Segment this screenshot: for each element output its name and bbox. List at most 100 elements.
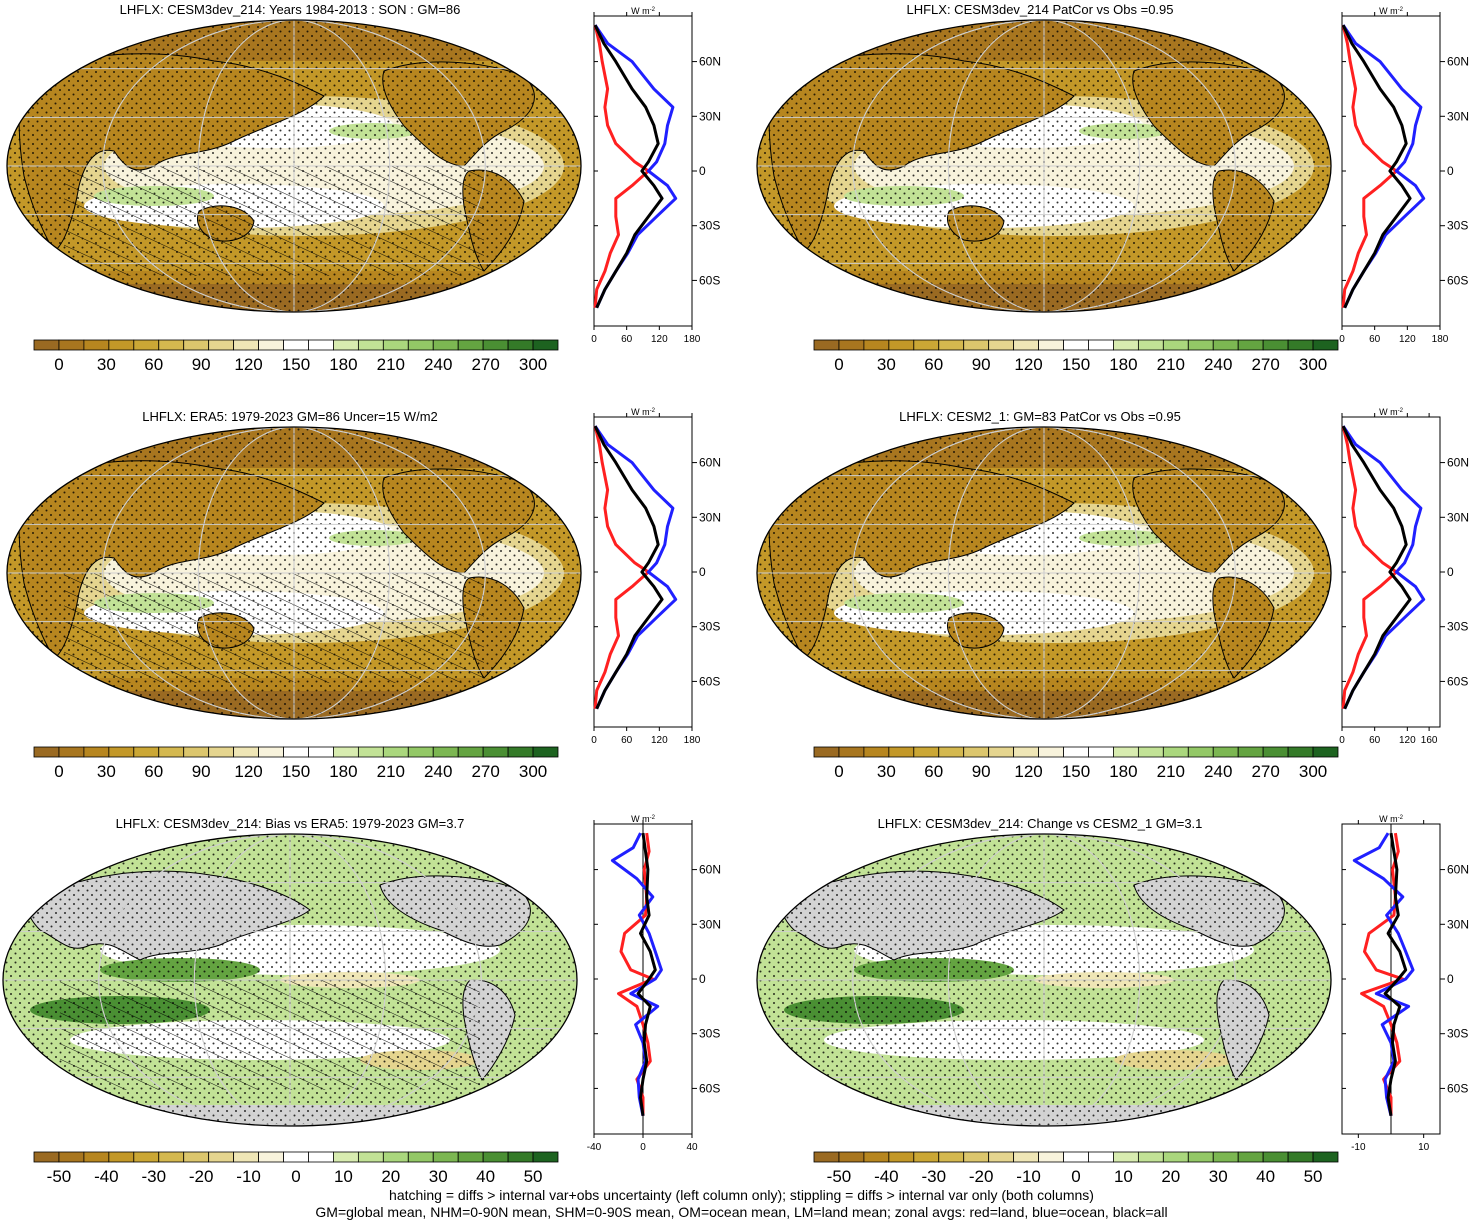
lat-label: 60S bbox=[699, 1081, 720, 1095]
colorbar-swatch bbox=[963, 746, 990, 758]
colorbar-swatch bbox=[507, 1151, 534, 1163]
colorbar-label: 0 bbox=[291, 1167, 300, 1186]
colorbar-swatch bbox=[1312, 339, 1339, 351]
colorbar-label: -40 bbox=[94, 1167, 119, 1186]
colorbar-swatch bbox=[432, 746, 459, 758]
colorbar-swatch bbox=[1262, 1151, 1289, 1163]
colorbar-label: 30 bbox=[877, 762, 896, 781]
zonal-x-tick: 120 bbox=[651, 334, 668, 345]
colorbar-panel-1: 0 30 60 90 120 150 180 210 240 270 300 bbox=[33, 339, 559, 374]
colorbar-swatch bbox=[407, 339, 434, 351]
colorbar-swatch bbox=[838, 746, 865, 758]
colorbar-swatch bbox=[1013, 746, 1039, 758]
colorbar-label: 150 bbox=[282, 355, 310, 374]
colorbar-label: -30 bbox=[141, 1167, 166, 1186]
colorbar-swatch bbox=[1088, 339, 1114, 351]
colorbar-label: 300 bbox=[1299, 355, 1327, 374]
colorbar-swatch bbox=[158, 746, 185, 758]
zonal-x-tick: 180 bbox=[1432, 334, 1449, 345]
colorbar-swatch bbox=[1262, 746, 1289, 758]
zonal-x-tick: 120 bbox=[1399, 735, 1416, 746]
colorbar-swatch bbox=[1113, 746, 1139, 758]
panel-4: LHFLX: CESM2_1: GM=83 PatCor vs Obs =0.9… bbox=[750, 405, 1483, 805]
colorbar-swatch bbox=[457, 1151, 484, 1163]
colorbar-swatch bbox=[183, 746, 210, 758]
lat-label: 30N bbox=[699, 917, 721, 931]
colorbar-swatch bbox=[208, 339, 235, 351]
zonal-x-tick: -40 bbox=[587, 1142, 602, 1153]
colorbar-swatch bbox=[1212, 339, 1239, 351]
zonal-x-tick: 0 bbox=[1339, 334, 1345, 345]
colorbar-swatch bbox=[33, 1151, 60, 1163]
colorbar-label: 210 bbox=[377, 355, 405, 374]
colorbar-label: 120 bbox=[1014, 762, 1042, 781]
colorbar-swatch bbox=[507, 339, 534, 351]
colorbar-label: 210 bbox=[377, 762, 405, 781]
colorbar-swatch bbox=[1113, 1151, 1139, 1163]
colorbar-label: 60 bbox=[144, 762, 163, 781]
panel-1: LHFLX: CESM3dev_214: Years 1984-2013 : S… bbox=[0, 0, 740, 400]
lat-label: 30S bbox=[1447, 620, 1468, 634]
colorbar-swatch bbox=[457, 746, 484, 758]
colorbar-swatch bbox=[532, 339, 559, 351]
colorbar-label: 240 bbox=[1204, 762, 1232, 781]
colorbar-panel-2: 0 30 60 90 120 150 180 210 240 270 300 bbox=[813, 339, 1339, 374]
colorbar-swatch bbox=[1137, 339, 1164, 351]
zonal-x-tick: 0 bbox=[591, 735, 597, 746]
colorbar-label: -20 bbox=[189, 1167, 214, 1186]
map-panel-2 bbox=[756, 19, 1332, 313]
colorbar-label: 240 bbox=[424, 762, 452, 781]
zonal-line-ocean bbox=[1352, 832, 1415, 1117]
colorbar-label: 50 bbox=[1304, 1167, 1323, 1186]
lat-label: 60N bbox=[1447, 456, 1469, 470]
colorbar-swatch bbox=[1187, 746, 1214, 758]
colorbar-label: 120 bbox=[234, 355, 262, 374]
panel-6: LHFLX: CESM3dev_214: Change vs CESM2_1 G… bbox=[750, 812, 1483, 1192]
lat-label: 60S bbox=[1447, 273, 1468, 287]
colorbar-label: -50 bbox=[47, 1167, 72, 1186]
panel-5: LHFLX: CESM3dev_214: Bias vs ERA5: 1979-… bbox=[0, 812, 740, 1192]
colorbar-swatch bbox=[1088, 1151, 1114, 1163]
colorbar-label: 90 bbox=[972, 355, 991, 374]
lat-label: 60S bbox=[1447, 1081, 1468, 1095]
colorbar-swatch bbox=[258, 339, 284, 351]
colorbar-panel-3: 0 30 60 90 120 150 180 210 240 270 300 bbox=[33, 746, 559, 781]
lat-label: 60N bbox=[1447, 55, 1469, 69]
colorbar-swatch bbox=[1137, 1151, 1164, 1163]
colorbar-label: 270 bbox=[471, 355, 499, 374]
colorbar-swatch bbox=[83, 339, 110, 351]
colorbar-label: -10 bbox=[1016, 1167, 1041, 1186]
zonal-x-tick: 0 bbox=[640, 1142, 646, 1153]
colorbar-label: 20 bbox=[1161, 1167, 1180, 1186]
colorbar-label: 150 bbox=[1062, 355, 1090, 374]
lat-label: 0 bbox=[699, 972, 706, 986]
colorbar-swatch bbox=[33, 339, 60, 351]
colorbar-swatch bbox=[1312, 746, 1339, 758]
panel-title: LHFLX: CESM3dev_214 PatCor vs Obs =0.95 bbox=[906, 2, 1174, 17]
colorbar-swatch bbox=[158, 339, 185, 351]
colorbar-swatch bbox=[888, 1151, 915, 1163]
zonal-line-all bbox=[593, 425, 664, 710]
colorbar-swatch bbox=[988, 746, 1015, 758]
colorbar-swatch bbox=[1038, 1151, 1064, 1163]
colorbar-swatch bbox=[1312, 1151, 1339, 1163]
colorbar-swatch bbox=[838, 1151, 865, 1163]
colorbar-swatch bbox=[813, 746, 840, 758]
colorbar-swatch bbox=[988, 1151, 1015, 1163]
colorbar-swatch bbox=[382, 1151, 409, 1163]
colorbar-swatch bbox=[333, 746, 359, 758]
colorbar-label: 150 bbox=[282, 762, 310, 781]
colorbar-swatch bbox=[357, 1151, 384, 1163]
colorbar-label: 0 bbox=[54, 355, 63, 374]
colorbar-label: 60 bbox=[924, 355, 943, 374]
colorbar-swatch bbox=[283, 1151, 309, 1163]
zonal-line-all bbox=[593, 24, 664, 309]
colorbar-label: -50 bbox=[827, 1167, 852, 1186]
colorbar-swatch bbox=[1187, 1151, 1214, 1163]
colorbar-label: 30 bbox=[877, 355, 896, 374]
colorbar-label: 240 bbox=[424, 355, 452, 374]
zonal-unit: W m-2 bbox=[631, 814, 655, 824]
colorbar-swatch bbox=[913, 339, 940, 351]
colorbar-label: 210 bbox=[1157, 762, 1185, 781]
lat-label: 30S bbox=[699, 1027, 720, 1041]
